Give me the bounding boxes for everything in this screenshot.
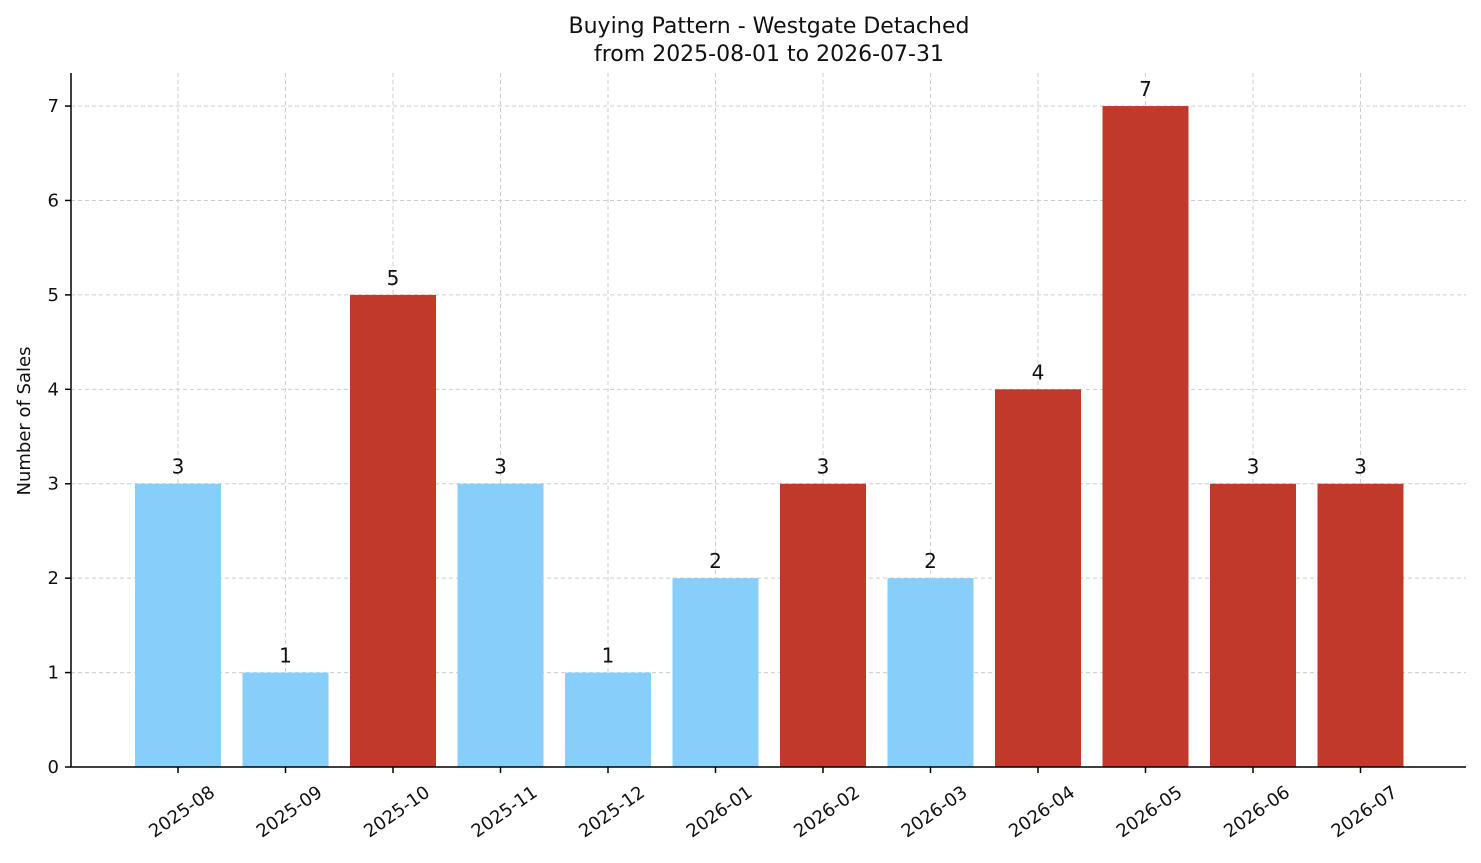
y-tick-label: 0 [48,757,59,778]
bars [135,106,1404,768]
bar-2026-04 [995,389,1081,767]
y-tick-label: 5 [48,285,59,306]
y-tick-label: 1 [48,663,59,684]
data-label-2026-05: 7 [1139,77,1152,101]
y-axis-title: Number of Sales [14,346,35,495]
x-tick-label-2026-04: 2026-04 [1005,782,1079,842]
bar-2026-02 [780,483,866,767]
bar-2025-08 [135,483,221,767]
bar-2026-01 [672,578,759,767]
x-tick-label-2025-08: 2025-08 [145,782,219,842]
x-tick-label-2026-06: 2026-06 [1220,782,1294,842]
data-label-2026-03: 2 [924,549,937,573]
bar-2025-12 [565,672,651,767]
x-tick-label-2026-01: 2026-01 [683,782,757,842]
bar-2026-05 [1102,106,1189,768]
bar-2026-07 [1317,483,1404,767]
bar-2025-11 [457,483,544,767]
data-label-2025-11: 3 [494,455,507,479]
x-tick-label-2025-10: 2025-10 [360,782,434,842]
data-label-2026-06: 3 [1247,455,1260,479]
y-tick-label: 6 [48,190,59,211]
y-tick-label: 3 [48,474,59,495]
x-tick-label-2026-02: 2026-02 [790,782,864,842]
x-tick-label-2026-05: 2026-05 [1113,782,1187,842]
x-tick-label-2026-07: 2026-07 [1328,782,1402,842]
data-label-2026-02: 3 [817,455,830,479]
data-label-2025-12: 1 [602,644,615,668]
chart-subtitle: from 2025-08-01 to 2026-07-31 [594,42,944,67]
data-label-2026-04: 4 [1032,360,1045,384]
x-tick-label-2025-09: 2025-09 [253,782,327,842]
x-tick-label-2025-11: 2025-11 [468,782,542,842]
bar-2025-09 [242,672,329,767]
data-label-2026-07: 3 [1354,455,1367,479]
data-label-2025-10: 5 [387,266,400,290]
y-tick-label: 2 [48,568,59,589]
data-label-2026-01: 2 [709,549,722,573]
y-tick-label: 7 [48,96,59,117]
data-label-2025-09: 1 [279,644,292,668]
x-tick-label-2026-03: 2026-03 [898,782,972,842]
y-tick-label: 4 [48,379,59,400]
bar-2025-10 [350,294,436,767]
x-tick-label-2025-12: 2025-12 [575,782,649,842]
data-label-2025-08: 3 [172,455,185,479]
chart-title: Buying Pattern - Westgate Detached [569,14,970,39]
bar-2026-03 [887,578,974,767]
data-labels: 3 1 5 3 1 2 3 2 4 7 3 3 [172,77,1367,668]
bar-2026-06 [1210,483,1296,767]
